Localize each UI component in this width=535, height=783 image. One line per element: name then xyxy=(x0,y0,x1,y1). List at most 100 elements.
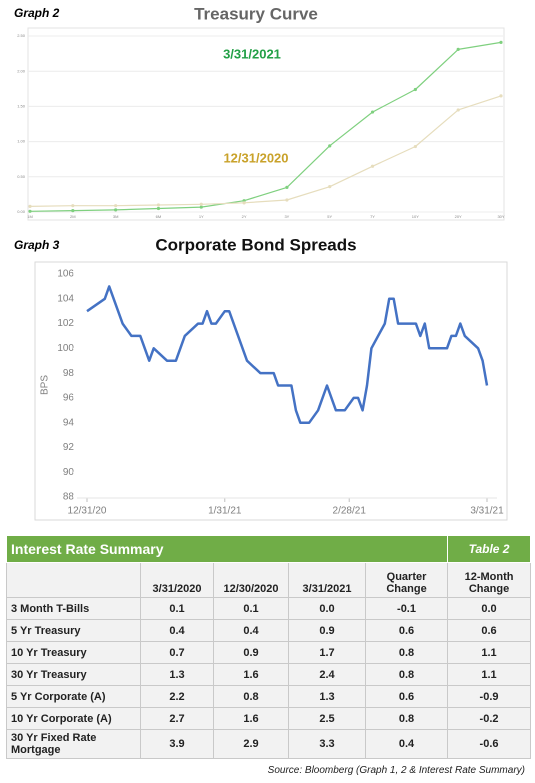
cell: 0.4 xyxy=(364,729,449,759)
point xyxy=(285,185,289,189)
source-note: Source: Bloomberg (Graph 1, 2 & Interest… xyxy=(267,765,525,776)
cell: -0.9 xyxy=(447,685,532,708)
point xyxy=(28,209,32,213)
cell: 0.0 xyxy=(288,597,366,620)
y-tick-label: 96 xyxy=(63,393,75,404)
cell: 0.6 xyxy=(447,619,532,642)
line-series xyxy=(86,285,489,424)
point xyxy=(114,208,118,212)
point xyxy=(156,206,161,211)
cell: 0.4 xyxy=(140,619,214,642)
point xyxy=(413,87,417,92)
graph-label: Graph 3 xyxy=(14,238,60,252)
table-row: 3 Month T-Bills 0.1 0.1 0.0 -0.1 0.0 xyxy=(6,597,532,620)
y-tick-label: 2.50 xyxy=(17,33,26,38)
point xyxy=(499,40,503,44)
x-tick-label: 5Y xyxy=(327,214,332,219)
cell: 1.3 xyxy=(288,685,366,708)
line-series xyxy=(29,41,502,212)
cell: 2.2 xyxy=(140,685,214,708)
cell: 2.4 xyxy=(288,663,366,686)
point xyxy=(156,203,161,207)
y-tick-label: 1.50 xyxy=(17,103,26,108)
cell: 0.0 xyxy=(447,597,532,620)
y-tick-label: 2.00 xyxy=(17,68,26,73)
cell: 0.9 xyxy=(213,641,289,664)
graph-label: Graph 2 xyxy=(14,6,60,20)
x-tick-label: 30Y xyxy=(497,214,504,219)
cell: 0.1 xyxy=(213,597,289,620)
cell: 1.1 xyxy=(447,663,532,686)
y-tick-label: 100 xyxy=(57,343,74,354)
cell: 2.9 xyxy=(213,729,289,759)
line-series xyxy=(29,95,502,207)
table-row: 30 Yr Treasury 1.3 1.6 2.4 0.8 1.1 xyxy=(6,663,532,686)
x-tick-label: 1Y xyxy=(199,214,204,219)
cell: 1.6 xyxy=(213,663,289,686)
table-row: 10 Yr Treasury 0.7 0.9 1.7 0.8 1.1 xyxy=(6,641,532,664)
cell: 0.8 xyxy=(364,707,449,730)
cell: 0.9 xyxy=(288,619,366,642)
row-label: 30 Yr Treasury xyxy=(6,663,141,686)
point xyxy=(370,110,375,114)
y-tick-label: 0.00 xyxy=(17,209,26,214)
cell: 3.3 xyxy=(288,729,366,759)
point xyxy=(499,94,503,98)
point xyxy=(71,208,75,213)
point xyxy=(285,198,289,202)
column-header: Quarter Change xyxy=(364,562,449,598)
y-tick-label: 102 xyxy=(57,318,74,329)
cell: 0.7 xyxy=(140,641,214,664)
chart-title: Corporate Bond Spreads xyxy=(155,235,356,254)
cell: 0.8 xyxy=(364,663,449,686)
table-row: 10 Yr Corporate (A) 2.7 1.6 2.5 0.8 -0.2 xyxy=(6,707,532,730)
chart-title: Treasury Curve xyxy=(194,4,318,23)
y-tick-label: 94 xyxy=(63,417,75,428)
row-label: 3 Month T-Bills xyxy=(6,597,141,620)
y-tick-label: 92 xyxy=(63,442,75,453)
cell: 2.7 xyxy=(140,707,214,730)
x-tick-label: 1M xyxy=(27,214,33,219)
cell: 0.6 xyxy=(364,685,449,708)
point xyxy=(28,204,32,208)
point xyxy=(199,205,203,209)
row-label: 5 Yr Corporate (A) xyxy=(6,685,141,708)
cell: 0.6 xyxy=(364,619,449,642)
point xyxy=(370,164,375,168)
column-header: 12-Month Change xyxy=(447,562,532,598)
x-tick-label: 3M xyxy=(113,214,119,219)
table-row: 30 Yr Fixed Rate Mortgage 3.9 2.9 3.3 0.4 -0.… xyxy=(6,729,532,759)
table-header: Interest Rate Summary Table 2 xyxy=(5,535,532,563)
point xyxy=(328,185,332,189)
plot-frame xyxy=(34,261,508,521)
x-tick-label: 1/31/21 xyxy=(208,506,242,517)
column-header: 12/30/2020 xyxy=(213,562,289,598)
y-tick-label: 0.50 xyxy=(17,174,26,179)
table-row: 5 Yr Treasury 0.4 0.4 0.9 0.6 0.6 xyxy=(6,619,532,642)
x-tick-label: 10Y xyxy=(412,214,419,219)
y-tick-label: 88 xyxy=(63,492,75,503)
cell: 0.4 xyxy=(213,619,289,642)
point xyxy=(199,202,203,206)
cell: 1.1 xyxy=(447,641,532,664)
table-title: Interest Rate Summary xyxy=(5,535,449,563)
point xyxy=(456,47,460,52)
column-headers: 3/31/2020 12/30/2020 3/31/2021 Quarter Chan… xyxy=(6,562,532,598)
cell: -0.1 xyxy=(364,597,449,620)
row-label: 10 Yr Corporate (A) xyxy=(6,707,141,730)
cell: 3.9 xyxy=(140,729,214,759)
series-label: 3/31/2021 xyxy=(223,46,281,61)
y-tick-label: 1.00 xyxy=(17,139,26,144)
x-tick-label: 3Y xyxy=(284,214,289,219)
column-header: 3/31/2021 xyxy=(288,562,366,598)
point xyxy=(114,204,118,208)
cell: 0.1 xyxy=(140,597,214,620)
cell: 1.7 xyxy=(288,641,366,664)
x-tick-label: 2Y xyxy=(242,214,247,219)
cell: 0.8 xyxy=(364,641,449,664)
point xyxy=(456,108,460,112)
x-tick-label: 6M xyxy=(156,214,162,219)
row-label: 10 Yr Treasury xyxy=(6,641,141,664)
cell: 2.5 xyxy=(288,707,366,730)
column-header: 3/31/2020 xyxy=(140,562,214,598)
